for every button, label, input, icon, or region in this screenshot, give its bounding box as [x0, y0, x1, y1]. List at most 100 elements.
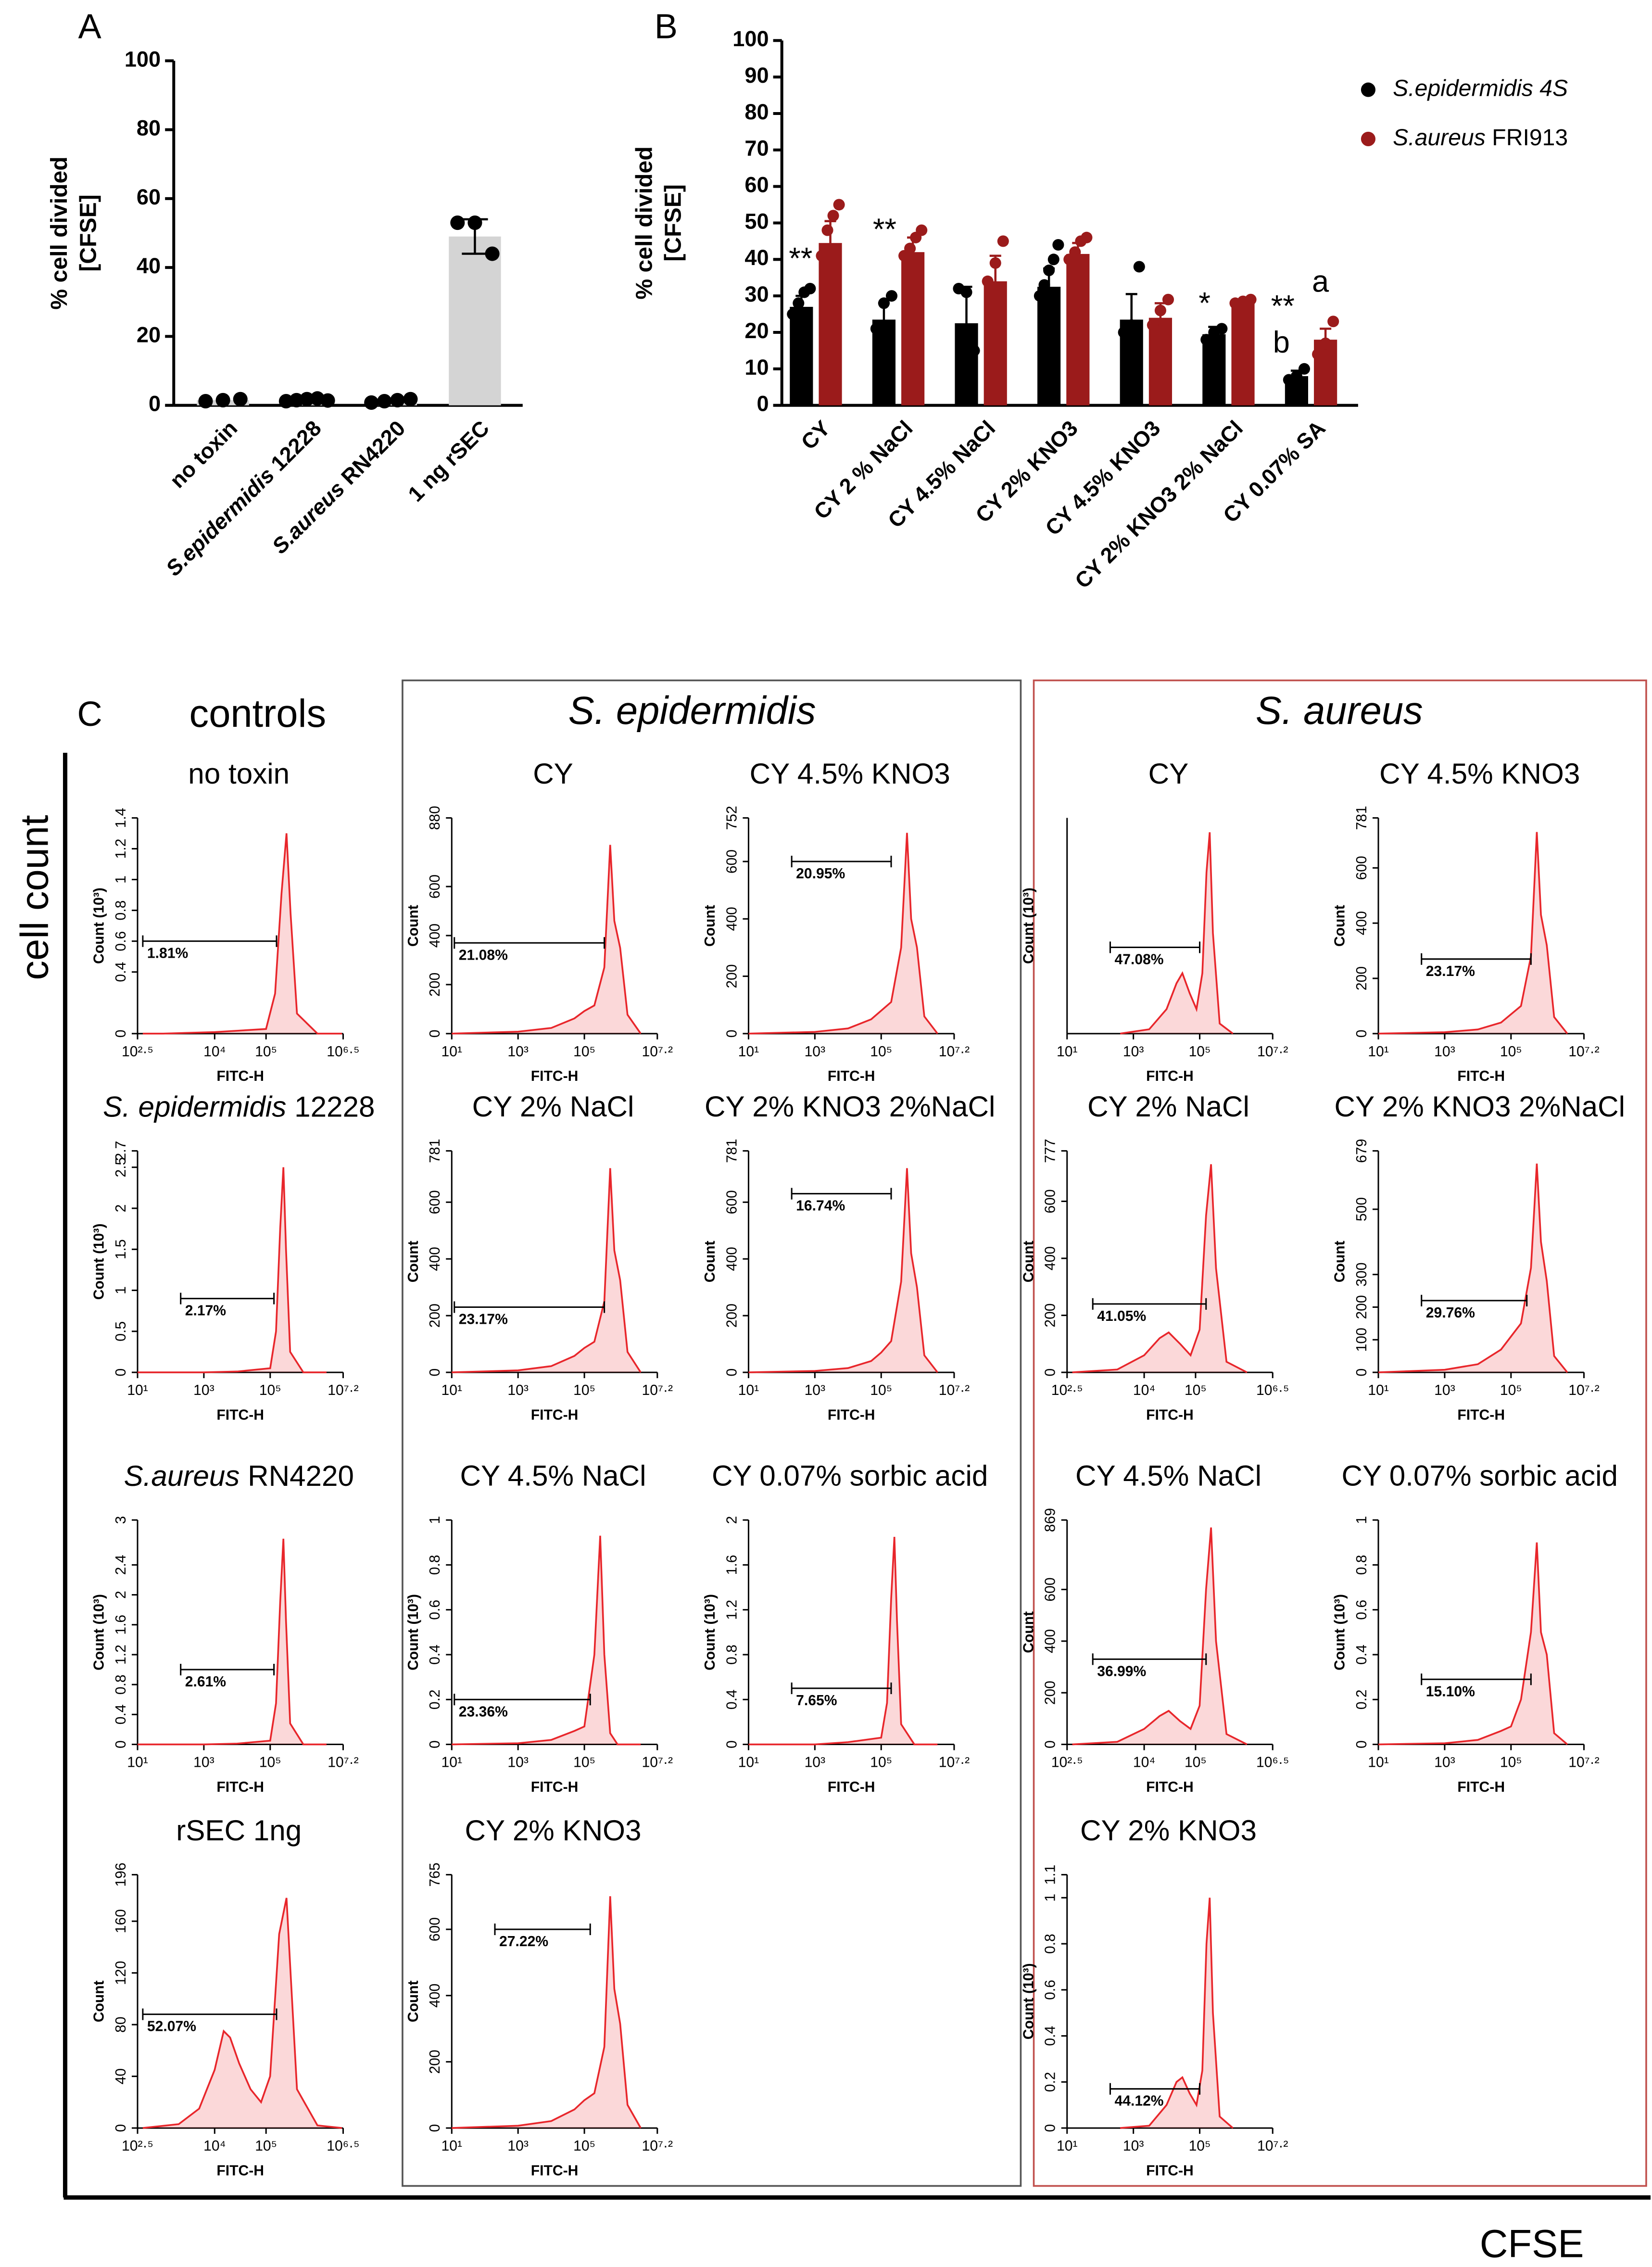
data-point	[278, 394, 293, 409]
x-tick-label: 10⁷·²	[939, 1044, 970, 1060]
y-tick-label: 2	[113, 1591, 129, 1599]
y-tick-label: 200	[1354, 966, 1370, 990]
data-point	[289, 393, 304, 407]
x-tick-label: 10⁶·⁵	[327, 2138, 359, 2154]
y-tick-label: 400	[1043, 1629, 1059, 1653]
data-point	[821, 224, 833, 236]
area-fill	[142, 1898, 342, 2128]
x-tick-label: 10⁷·²	[1568, 1044, 1599, 1060]
y-tick-label: 679	[1354, 1139, 1370, 1163]
y-tick-label: 0	[113, 1029, 129, 1038]
x-tick-label: 10⁷·²	[642, 1755, 673, 1771]
x-tick-label: 10⁷·²	[1568, 1382, 1599, 1398]
group-frame	[1033, 679, 1647, 2187]
x-tick-label: 10⁵	[1189, 2138, 1211, 2154]
y-axis-label: % cell divided	[46, 156, 72, 309]
text-part: 12228	[286, 1090, 375, 1123]
annotation: *	[1198, 287, 1211, 320]
plot-title: CY 2% NaCl	[472, 1090, 634, 1123]
histogram-line	[137, 1538, 327, 1746]
data-point	[816, 250, 828, 262]
x-tick-label: 10²·⁵	[1051, 1755, 1083, 1771]
y-tick-label: 2.4	[113, 1555, 129, 1575]
histogram-line	[137, 1167, 327, 1373]
y-tick-label: 1.4	[113, 808, 129, 828]
data-point	[1081, 231, 1093, 243]
x-tick-label: 10¹	[738, 1382, 759, 1398]
y-tick-label: 0.4	[1043, 2026, 1059, 2046]
y-tick-label: 2	[724, 1516, 740, 1524]
x-tick-label: 10⁵	[1189, 1044, 1211, 1060]
gate-label: 27.22%	[499, 1934, 548, 1950]
y-tick-label: 0.8	[1354, 1555, 1370, 1575]
data-point	[793, 297, 805, 309]
y-tick-label: 40	[744, 245, 769, 270]
y-axis-label: Count	[1021, 1241, 1036, 1282]
area-fill	[452, 845, 641, 1034]
y-tick-label: 0.2	[427, 1689, 443, 1710]
gate-label: 29.76%	[1426, 1305, 1475, 1321]
y-tick-label: 2	[113, 1204, 129, 1213]
x-tick-label: 10⁵	[870, 1755, 892, 1771]
area-fill	[452, 1168, 641, 1373]
y-tick-label: 1	[1354, 1516, 1370, 1524]
x-tick-label: 10⁵	[1500, 1755, 1522, 1771]
annotation: **	[789, 241, 812, 275]
x-tick-label: 10⁷·²	[642, 2138, 673, 2154]
plot-title: CY 2% KNO3 2%NaCl	[1335, 1090, 1625, 1123]
y-tick-label: 1.2	[724, 1600, 740, 1620]
y-axis-label: Count (10³)	[91, 1223, 107, 1300]
plot-title: rSEC 1ng	[176, 1814, 302, 1847]
y-tick-label: 1	[1043, 1894, 1059, 1902]
group-title: S. epidermidis	[568, 689, 816, 733]
data-point	[878, 297, 890, 309]
gate-label: 20.95%	[796, 866, 845, 882]
x-tick-label: 10²·⁵	[122, 1044, 153, 1060]
data-point	[968, 344, 980, 356]
histogram-line	[452, 1896, 642, 2129]
x-tick-label: 10⁷·²	[328, 1755, 358, 1771]
gate-label: 52.07%	[147, 2019, 196, 2035]
x-tick-label: 10²·⁵	[122, 2138, 153, 2154]
data-point	[804, 282, 816, 295]
y-tick-label: 0.4	[427, 1645, 443, 1665]
y-tick-label: 0	[1043, 1368, 1059, 1377]
data-point	[1154, 304, 1166, 317]
y-tick-label: 0.5	[113, 1321, 129, 1342]
bar	[1231, 301, 1255, 405]
x-tick-label: 10⁵	[1500, 1044, 1522, 1060]
y-tick-label: 100	[732, 26, 769, 51]
x-tick-label: 10⁷·²	[1257, 2138, 1288, 2154]
x-axis-label: FITC-H	[828, 1779, 875, 1795]
y-tick-label: 70	[744, 136, 769, 161]
data-point	[904, 242, 916, 254]
x-tick-label: CY 2% KNO3 2% NaCl	[1070, 416, 1248, 593]
x-tick-label: 10⁷·²	[1257, 1044, 1288, 1060]
area-fill	[142, 833, 342, 1034]
y-tick-label: 0.4	[113, 1704, 129, 1724]
plot-title: CY 4.5% KNO3	[750, 758, 950, 790]
figure-y-label: cell count	[13, 815, 57, 980]
y-tick-label: 0	[427, 1740, 443, 1748]
area-fill	[748, 833, 938, 1034]
y-tick-label: 0	[724, 1029, 740, 1038]
data-point	[485, 246, 500, 261]
y-axis-label: Count	[91, 1980, 107, 2022]
y-tick-label: 100	[1354, 1328, 1370, 1352]
text-part: S.aureus	[267, 476, 349, 558]
data-point	[1320, 337, 1332, 349]
data-point	[450, 215, 465, 230]
x-tick-label: 10⁴	[1133, 1755, 1155, 1771]
x-tick-label: 10⁵	[255, 2138, 277, 2154]
data-point	[1125, 319, 1137, 331]
gate-label: 36.99%	[1097, 1663, 1146, 1679]
y-tick-label: 0	[149, 392, 161, 416]
x-tick-label: 10⁴	[203, 2138, 226, 2154]
plot-title: CY 0.07% sorbic acid	[712, 1460, 988, 1492]
y-tick-label: 80	[137, 116, 161, 140]
gate-label: 23.17%	[1426, 963, 1475, 979]
y-tick-label: 0.6	[1043, 1980, 1059, 2000]
text-part: RN4220	[240, 1460, 354, 1492]
x-axis-label: FITC-H	[216, 1407, 264, 1423]
x-tick-label: 10³	[193, 1382, 214, 1398]
